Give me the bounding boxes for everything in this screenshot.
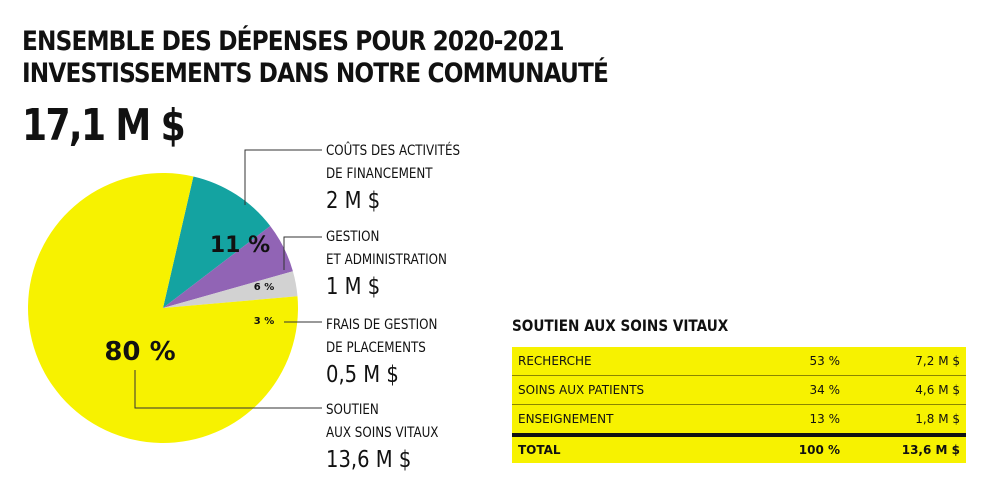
- label-fundraising-line-1: COÛTS DES ACTIVITÉS: [326, 143, 461, 159]
- table-title: SOUTIEN AUX SOINS VITAUX: [512, 316, 729, 335]
- label-investment-fees-line-2: DE PLACEMENTS: [326, 340, 426, 356]
- row-name: RECHERCHE: [512, 347, 754, 376]
- pie-slice-vital-care: [28, 172, 298, 443]
- percent-label-investment-fees: 3 %: [254, 316, 274, 327]
- label-fundraising: COÛTS DES ACTIVITÉS DE FINANCEMENT 2 M $: [326, 140, 460, 216]
- total-percent: 100 %: [754, 433, 846, 463]
- row-amount: 1,8 M $: [846, 404, 966, 436]
- table-row: SOINS AUX PATIENTS 34 % 4,6 M $: [512, 375, 966, 405]
- label-fundraising-line-2: DE FINANCEMENT: [326, 166, 433, 182]
- row-percent: 53 %: [754, 347, 846, 376]
- leader-lines: [134, 149, 322, 409]
- table-row: RECHERCHE 53 % 7,2 M $: [512, 347, 966, 376]
- chart-title-line-1: ENSEMBLE DES DÉPENSES POUR 2020-2021: [22, 26, 565, 57]
- label-vital-care-line-1: SOUTIEN: [326, 402, 379, 418]
- row-percent: 34 %: [754, 375, 846, 405]
- pie-slices: [28, 172, 298, 443]
- total-amount: 13,6 M $: [846, 433, 966, 463]
- label-investment-fees: FRAIS DE GESTION DE PLACEMENTS 0,5 M $: [326, 314, 437, 390]
- label-investment-fees-amount: 0,5 M $: [326, 362, 399, 388]
- label-administration: GESTION ET ADMINISTRATION 1 M $: [326, 226, 447, 302]
- label-vital-care: SOUTIEN AUX SOINS VITAUX 13,6 M $: [326, 399, 438, 475]
- label-vital-care-amount: 13,6 M $: [326, 447, 412, 473]
- leader-line-vital-care: [134, 370, 322, 409]
- percent-labels: 11 % 6 % 3 % 80 %: [104, 233, 274, 367]
- pie-slice-administration: [163, 226, 293, 308]
- row-name: SOINS AUX PATIENTS: [512, 375, 754, 405]
- row-amount: 7,2 M $: [846, 347, 966, 376]
- total-name: TOTAL: [512, 433, 754, 463]
- row-percent: 13 %: [754, 404, 846, 436]
- pie-slice-fundraising: [163, 176, 271, 308]
- percent-label-fundraising: 11 %: [210, 233, 270, 258]
- label-investment-fees-line-1: FRAIS DE GESTION: [326, 317, 438, 333]
- percent-label-vital-care: 80 %: [104, 337, 175, 367]
- row-name: ENSEIGNEMENT: [512, 404, 754, 436]
- table-total-row: TOTAL 100 % 13,6 M $: [512, 433, 966, 463]
- pie-slice-investment-fees: [163, 271, 298, 308]
- row-amount: 4,6 M $: [846, 375, 966, 405]
- vital-care-table: RECHERCHE 53 % 7,2 M $ SOINS AUX PATIENT…: [512, 347, 966, 463]
- total-expenses: 17,1 M $: [22, 100, 186, 151]
- leader-line-administration: [283, 236, 322, 270]
- chart-title-line-2: INVESTISSEMENTS DANS NOTRE COMMUNAUTÉ: [22, 58, 609, 89]
- percent-label-administration: 6 %: [254, 282, 274, 293]
- label-fundraising-amount: 2 M $: [326, 188, 381, 214]
- label-administration-amount: 1 M $: [326, 274, 381, 300]
- label-administration-line-1: GESTION: [326, 229, 380, 245]
- label-administration-line-2: ET ADMINISTRATION: [326, 252, 447, 268]
- leader-line-fundraising: [244, 149, 322, 205]
- label-vital-care-line-2: AUX SOINS VITAUX: [326, 425, 439, 441]
- table-row: ENSEIGNEMENT 13 % 1,8 M $: [512, 404, 966, 436]
